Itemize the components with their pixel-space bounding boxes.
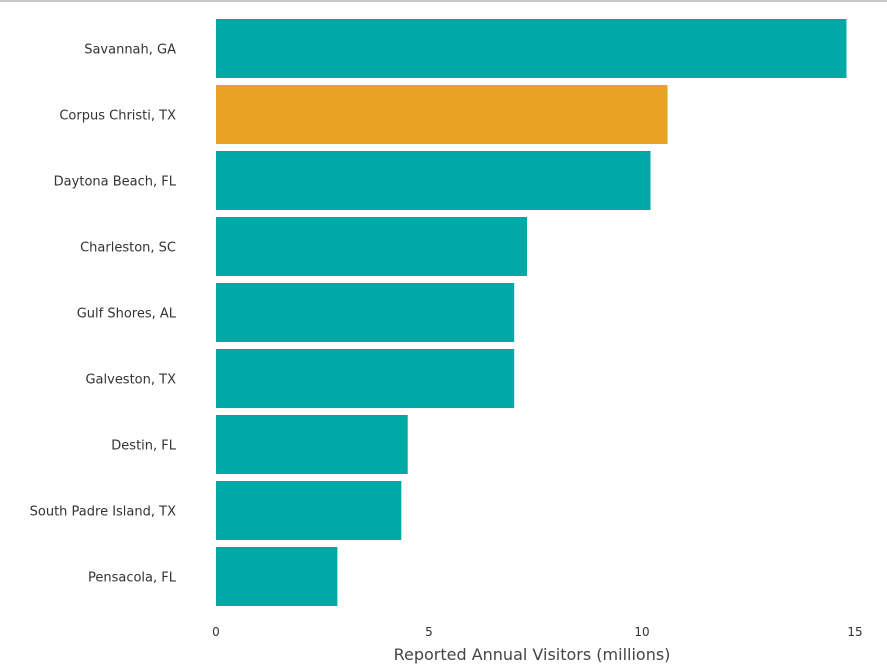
category-label-2: Daytona Beach, FL bbox=[54, 175, 177, 190]
category-labels: Savannah, GA Corpus Christi, TX Daytona Be… bbox=[30, 43, 177, 586]
category-label-1: Corpus Christi, TX bbox=[59, 109, 176, 124]
x-tick-label-0: 0 bbox=[212, 625, 220, 639]
category-label-0: Savannah, GA bbox=[84, 43, 176, 58]
bar-3 bbox=[216, 217, 527, 276]
bar-5 bbox=[216, 349, 515, 408]
bar-4 bbox=[216, 283, 515, 342]
category-label-5: Galveston, TX bbox=[85, 373, 176, 388]
x-tick-labels: 0 5 10 15 bbox=[212, 625, 862, 639]
x-tick-label-1: 5 bbox=[425, 625, 433, 639]
x-tick-label-2: 10 bbox=[634, 625, 649, 639]
x-tick-label-3: 15 bbox=[847, 625, 862, 639]
bar-8 bbox=[216, 547, 338, 606]
category-label-3: Charleston, SC bbox=[80, 241, 176, 256]
category-label-8: Pensacola, FL bbox=[88, 571, 177, 586]
x-axis-title: Reported Annual Visitors (millions) bbox=[394, 645, 671, 664]
category-label-7: South Padre Island, TX bbox=[30, 505, 176, 520]
bar-7 bbox=[216, 481, 402, 540]
category-label-4: Gulf Shores, AL bbox=[77, 307, 177, 322]
top-border bbox=[0, 0, 887, 2]
bar-0 bbox=[216, 19, 847, 78]
bar-1 bbox=[216, 85, 668, 144]
bars-group bbox=[216, 19, 847, 606]
bar-6 bbox=[216, 415, 408, 474]
category-label-6: Destin, FL bbox=[111, 439, 176, 454]
bar-2 bbox=[216, 151, 651, 210]
